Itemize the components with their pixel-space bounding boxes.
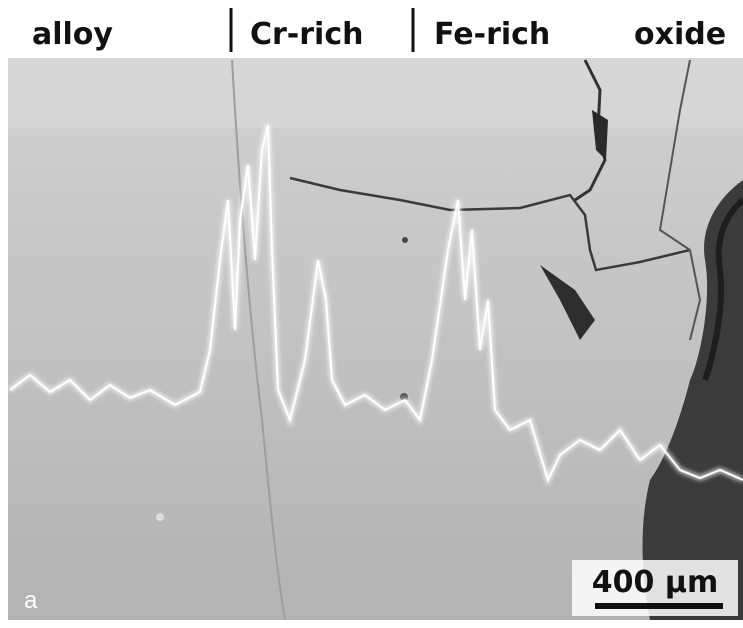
panel-label: a	[24, 587, 38, 614]
specimen-surface	[8, 58, 743, 620]
figure: alloy Cr-rich Fe-rich oxide 400 μm	[0, 0, 743, 628]
region-label: oxide	[634, 17, 726, 52]
header: alloy Cr-rich Fe-rich oxide	[32, 8, 726, 52]
page: {"header": {"labels": ["alloy", "Cr-rich…	[0, 0, 743, 628]
region-label: Cr-rich	[250, 17, 363, 52]
surface-band	[8, 58, 743, 128]
scale-bar: 400 μm	[572, 560, 738, 616]
micrograph: 400 μm a	[8, 58, 743, 620]
scale-bar-label: 400 μm	[592, 565, 718, 600]
particle	[156, 513, 164, 521]
region-label: Fe-rich	[434, 17, 550, 52]
region-label: alloy	[32, 17, 113, 52]
pore	[402, 237, 408, 243]
scale-bar-line	[595, 603, 723, 609]
